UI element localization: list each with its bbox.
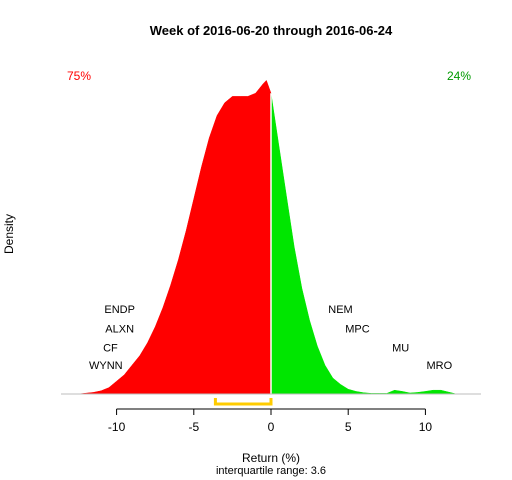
ticker-label: MU [392, 343, 409, 355]
iqr-bracket [213, 398, 273, 406]
x-tick-label: 0 [268, 420, 275, 434]
negative-returns-area [77, 79, 272, 395]
ticker-label: WYNN [89, 360, 123, 372]
y-axis-label: Density [2, 214, 16, 254]
chart-title: Week of 2016-06-20 through 2016-06-24 [150, 23, 393, 38]
ticker-label: NEM [328, 304, 352, 316]
positive-returns-area [270, 93, 457, 395]
x-tick-label: 10 [419, 420, 433, 434]
ticker-label: ALXN [105, 323, 134, 335]
x-axis: -10 -5 0 5 10 [108, 408, 433, 434]
iqr-subtitle: interquartile range: 3.6 [216, 465, 326, 477]
ticker-label: CF [103, 343, 118, 355]
x-axis-label: Return (%) [242, 451, 300, 465]
x-tick-label: -5 [188, 420, 199, 434]
ticker-label: MRO [426, 360, 452, 372]
plot-area: ENDP ALXN CF WYNN NEM MPC MU MRO [61, 79, 481, 406]
right-percent-label: 24% [447, 69, 471, 83]
x-tick-label: 5 [345, 420, 352, 434]
ticker-label: ENDP [104, 304, 135, 316]
ticker-label: MPC [345, 323, 370, 335]
x-tick-label: -10 [108, 420, 126, 434]
left-percent-label: 75% [67, 69, 91, 83]
